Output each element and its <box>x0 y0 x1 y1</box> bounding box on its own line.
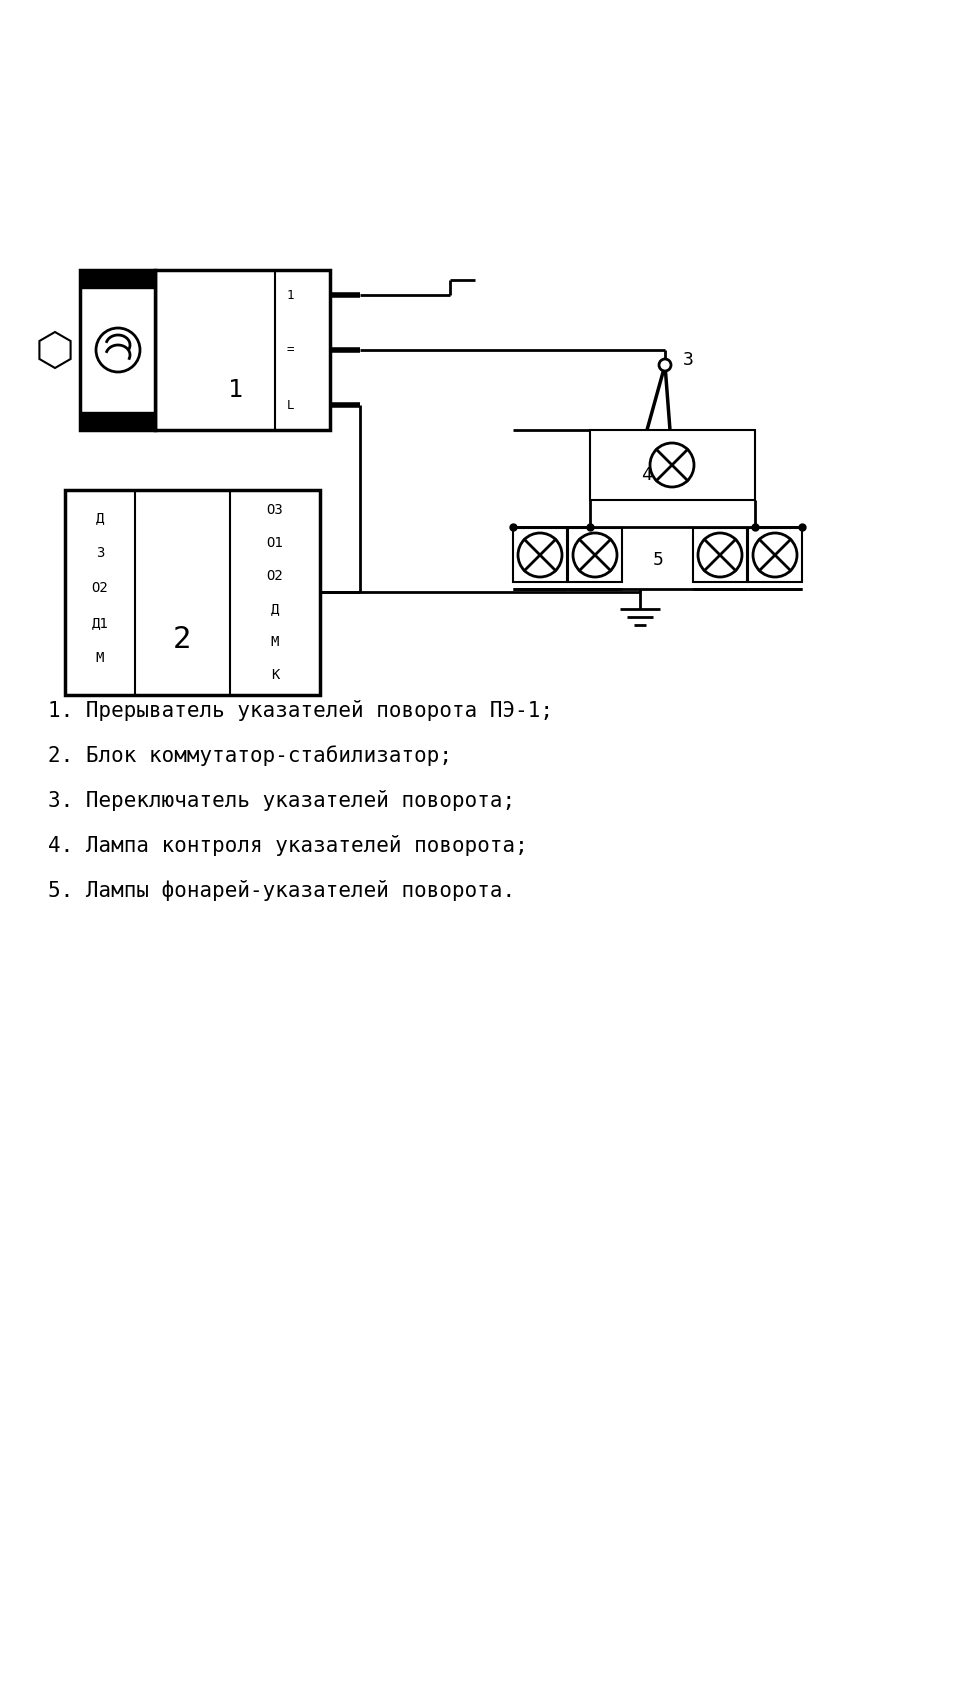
Text: 5. Лампы фонарей-указателей поворота.: 5. Лампы фонарей-указателей поворота. <box>48 880 516 900</box>
Text: O2: O2 <box>267 569 283 583</box>
Bar <box>568 529 622 583</box>
Text: L: L <box>286 399 294 412</box>
Text: M: M <box>271 635 279 649</box>
Bar <box>590 431 755 500</box>
Text: 4: 4 <box>641 466 653 485</box>
Bar <box>80 270 155 289</box>
Bar <box>513 529 567 583</box>
Text: 2. Блок коммутатор-стабилизатор;: 2. Блок коммутатор-стабилизатор; <box>48 745 452 765</box>
Text: =: = <box>286 343 294 356</box>
Bar <box>748 529 802 583</box>
Text: 3. Переключатель указателей поворота;: 3. Переключатель указателей поворота; <box>48 790 516 811</box>
Text: К: К <box>271 669 279 682</box>
Text: Д: Д <box>271 601 279 616</box>
Circle shape <box>659 360 671 372</box>
Text: O1: O1 <box>267 535 283 551</box>
Text: 3: 3 <box>683 351 694 368</box>
Text: З: З <box>96 546 105 561</box>
Text: 1. Прерыватель указателей поворота ПЭ-1;: 1. Прерыватель указателей поворота ПЭ-1; <box>48 699 553 721</box>
Text: M: M <box>96 650 105 665</box>
Text: 5: 5 <box>653 551 663 569</box>
Text: 2: 2 <box>173 625 191 655</box>
Text: O2: O2 <box>91 581 108 595</box>
Bar <box>80 412 155 431</box>
Text: Д: Д <box>96 512 105 525</box>
Text: O3: O3 <box>267 503 283 517</box>
Bar <box>693 529 747 583</box>
Bar <box>80 270 155 431</box>
Text: Д1: Д1 <box>91 616 108 630</box>
Bar <box>65 490 320 694</box>
Text: 4. Лампа контроля указателей поворота;: 4. Лампа контроля указателей поворота; <box>48 834 528 856</box>
Text: 1: 1 <box>228 378 243 402</box>
Text: 1: 1 <box>286 289 294 302</box>
Bar <box>155 270 330 431</box>
